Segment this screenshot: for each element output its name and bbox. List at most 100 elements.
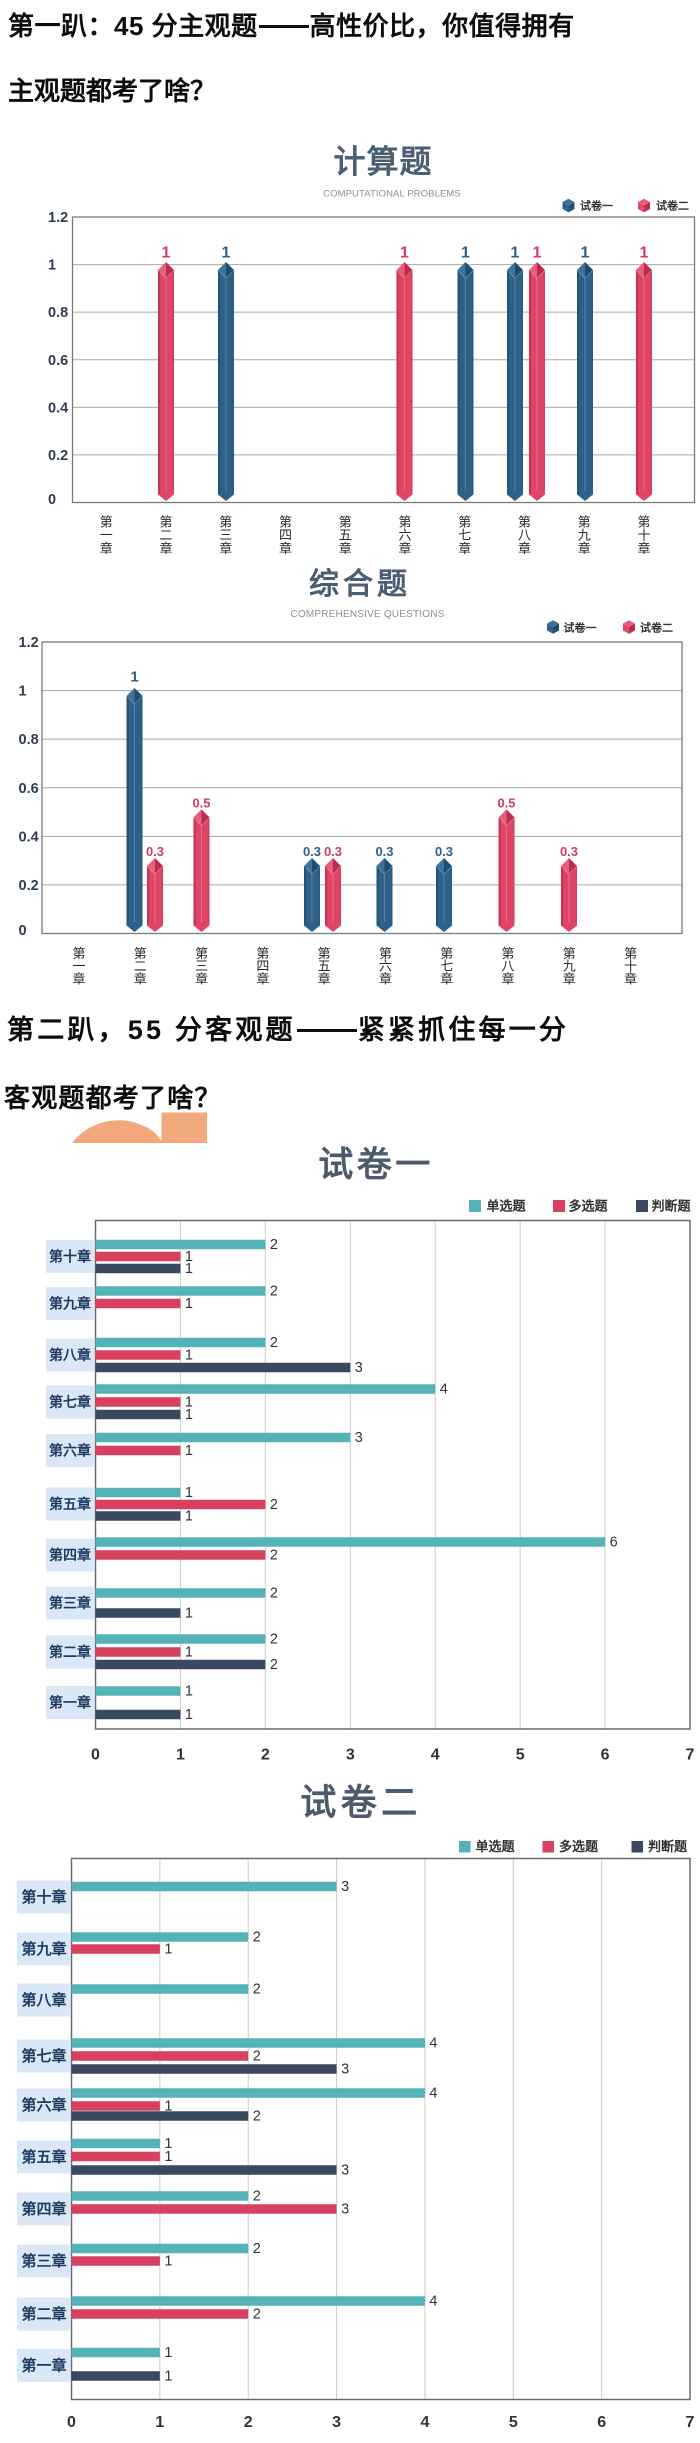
svg-text:4: 4 (420, 2414, 429, 2431)
svg-text:章: 章 (159, 541, 172, 556)
svg-text:3: 3 (355, 1360, 363, 1376)
svg-text:0.8: 0.8 (19, 732, 39, 748)
svg-text:第七章: 第七章 (49, 1394, 91, 1410)
svg-text:试卷二: 试卷二 (300, 1782, 422, 1823)
svg-text:3: 3 (332, 2414, 341, 2431)
svg-text:3: 3 (341, 2163, 349, 2179)
svg-text:八: 八 (502, 959, 515, 974)
svg-text:多选题: 多选题 (569, 1199, 609, 1214)
svg-text:1.2: 1.2 (48, 210, 68, 226)
svg-text:6: 6 (601, 1747, 610, 1764)
svg-text:试卷二: 试卷二 (640, 621, 673, 635)
svg-text:第八章: 第八章 (49, 1347, 91, 1363)
svg-text:1: 1 (640, 245, 649, 262)
svg-text:章: 章 (379, 971, 392, 986)
svg-text:1: 1 (176, 1747, 185, 1764)
svg-text:第九章: 第九章 (21, 1940, 66, 1958)
svg-text:0.5: 0.5 (192, 796, 210, 811)
svg-text:0.4: 0.4 (19, 829, 39, 845)
svg-text:1: 1 (185, 1407, 193, 1423)
svg-text:1: 1 (164, 2099, 172, 2115)
svg-text:1: 1 (164, 2136, 172, 2152)
svg-text:2: 2 (253, 2109, 261, 2125)
svg-text:章: 章 (134, 971, 147, 986)
svg-text:3: 3 (346, 1747, 355, 1764)
svg-text:1: 1 (164, 2149, 172, 2165)
svg-text:2: 2 (253, 2049, 261, 2065)
svg-text:章: 章 (318, 971, 331, 986)
svg-text:0.3: 0.3 (324, 844, 342, 859)
svg-text:第: 第 (339, 515, 352, 530)
svg-text:1.2: 1.2 (19, 635, 39, 651)
svg-text:第一章: 第一章 (21, 2357, 66, 2375)
svg-text:1: 1 (185, 1707, 193, 1723)
svg-text:2: 2 (270, 1657, 278, 1673)
svg-text:试卷一: 试卷一 (580, 199, 613, 213)
svg-text:1: 1 (185, 1443, 193, 1459)
svg-text:1: 1 (162, 245, 171, 262)
svg-text:0.3: 0.3 (303, 844, 321, 859)
svg-text:第: 第 (318, 946, 331, 961)
svg-text:0.3: 0.3 (375, 844, 393, 859)
svg-text:第: 第 (518, 515, 531, 530)
svg-text:试卷一: 试卷一 (564, 621, 597, 635)
svg-text:1: 1 (185, 1684, 193, 1700)
svg-text:COMPREHENSIVE QUESTIONS: COMPREHENSIVE QUESTIONS (290, 609, 444, 620)
svg-text:章: 章 (398, 541, 411, 556)
svg-text:0.6: 0.6 (48, 353, 68, 369)
svg-text:2: 2 (270, 1335, 278, 1351)
svg-text:第: 第 (624, 946, 637, 961)
svg-text:章: 章 (72, 971, 85, 986)
svg-text:第: 第 (256, 946, 269, 961)
svg-text:第: 第 (134, 946, 147, 961)
svg-text:章: 章 (256, 971, 269, 986)
svg-text:2: 2 (253, 1982, 261, 1998)
svg-text:章: 章 (219, 541, 232, 556)
svg-text:2: 2 (253, 2241, 261, 2257)
svg-text:5: 5 (509, 2414, 518, 2431)
svg-text:章: 章 (100, 541, 113, 556)
svg-text:九: 九 (563, 959, 576, 974)
svg-text:判断题: 判断题 (648, 1839, 688, 1854)
svg-text:第: 第 (100, 515, 113, 530)
svg-text:2: 2 (270, 1284, 278, 1300)
svg-text:2: 2 (270, 1237, 278, 1253)
svg-text:0.2: 0.2 (48, 448, 68, 464)
svg-text:1: 1 (185, 1249, 193, 1265)
svg-text:2: 2 (261, 1747, 270, 1764)
svg-text:3: 3 (355, 1430, 363, 1446)
svg-text:章: 章 (563, 971, 576, 986)
svg-text:0.3: 0.3 (435, 844, 453, 859)
svg-text:章: 章 (279, 541, 292, 556)
svg-text:试卷二: 试卷二 (656, 199, 689, 213)
svg-text:7: 7 (686, 2414, 695, 2431)
svg-text:第四章: 第四章 (49, 1547, 91, 1563)
svg-text:2: 2 (253, 1930, 261, 1946)
svg-text:0.8: 0.8 (48, 305, 68, 321)
svg-text:1: 1 (185, 1296, 193, 1312)
svg-text:综合题: 综合题 (309, 567, 411, 601)
svg-text:1: 1 (461, 245, 470, 262)
svg-text:第: 第 (195, 946, 208, 961)
svg-text:1: 1 (155, 2414, 164, 2431)
svg-text:0.3: 0.3 (560, 844, 578, 859)
svg-text:章: 章 (339, 541, 352, 556)
svg-text:第五章: 第五章 (21, 2148, 66, 2166)
svg-text:3: 3 (341, 2062, 349, 2078)
svg-text:4: 4 (440, 1382, 448, 1398)
svg-text:单选题: 单选题 (487, 1199, 527, 1214)
svg-text:第: 第 (637, 515, 650, 530)
svg-text:3: 3 (341, 1879, 349, 1895)
svg-text:第: 第 (502, 946, 515, 961)
svg-text:1: 1 (511, 245, 520, 262)
svg-text:4: 4 (431, 1747, 440, 1764)
svg-text:4: 4 (429, 2036, 437, 2052)
svg-text:0: 0 (48, 492, 56, 508)
svg-text:7: 7 (686, 1747, 695, 1764)
svg-text:第九章: 第九章 (49, 1296, 91, 1312)
svg-text:1: 1 (185, 1509, 193, 1525)
svg-text:1: 1 (222, 245, 231, 262)
svg-text:二: 二 (134, 959, 147, 974)
svg-text:1: 1 (164, 2369, 172, 2385)
svg-text:计算题: 计算题 (333, 144, 432, 180)
